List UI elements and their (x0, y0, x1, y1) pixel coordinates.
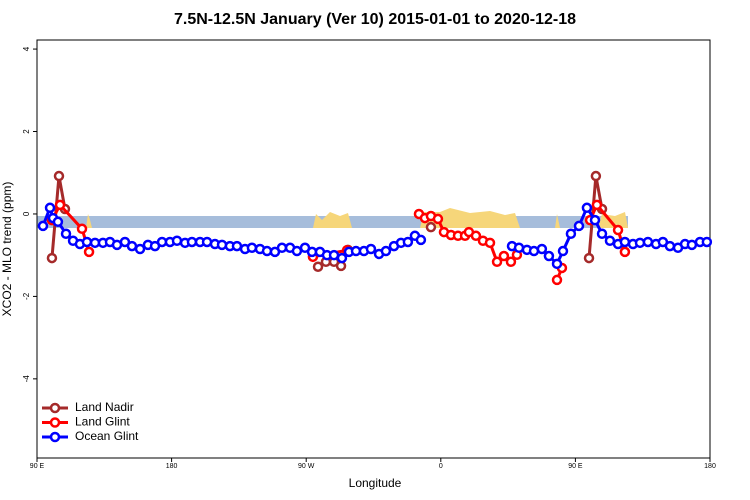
point (612, 224, 624, 236)
point (425, 221, 437, 233)
y-tick-label: -4 (22, 375, 31, 383)
point (126, 240, 138, 252)
point (44, 202, 56, 214)
x-tick-label: 90 W (298, 463, 315, 470)
chart-title: 7.5N-12.5N January (Ver 10) 2015-01-01 t… (174, 11, 576, 28)
point (536, 243, 548, 255)
point (557, 245, 569, 257)
x-tick-label: 90 E (568, 463, 583, 470)
x-tick-label: 0 (439, 463, 443, 470)
point (291, 245, 303, 257)
point (76, 223, 88, 235)
point (484, 237, 496, 249)
point (312, 261, 324, 272)
point (37, 220, 49, 232)
x-tick-label: 90 E (30, 463, 45, 470)
point (590, 170, 602, 182)
point (276, 242, 288, 254)
point (216, 239, 228, 251)
point (581, 202, 593, 214)
point (642, 236, 654, 248)
legend-label: Land Glint (75, 415, 130, 429)
point (619, 246, 631, 258)
point (701, 236, 713, 248)
plot-frame (36, 39, 711, 459)
y-tick-label: -2 (22, 292, 31, 300)
point (432, 213, 444, 225)
point (83, 246, 95, 258)
land-area (86, 208, 628, 228)
y-axis-label: XCO2 - MLO trend (ppm) (0, 182, 14, 317)
legend-label: Ocean Glint (75, 429, 139, 443)
point (52, 216, 64, 228)
point (596, 228, 608, 239)
point (573, 220, 585, 232)
point (551, 274, 563, 286)
point (591, 199, 603, 211)
x-axis-label: Longitude (349, 476, 402, 490)
legend-marker (49, 431, 61, 443)
x-tick-label: 180 (704, 463, 716, 470)
point (664, 240, 676, 252)
point (81, 236, 93, 248)
x-tick-label: 180 (166, 463, 178, 470)
point (491, 256, 503, 268)
point (551, 258, 563, 270)
point (60, 228, 72, 239)
point (246, 242, 258, 254)
point (171, 235, 183, 247)
point (543, 250, 555, 262)
point (619, 236, 631, 248)
y-tick-label: 4 (22, 46, 31, 51)
point (415, 234, 427, 246)
legend-marker (49, 417, 61, 428)
point (54, 199, 66, 211)
point (365, 243, 377, 255)
point (686, 239, 698, 251)
point (186, 236, 198, 248)
point (46, 252, 58, 264)
point (505, 256, 517, 268)
point (583, 252, 595, 264)
legend-label: Land Nadir (75, 400, 134, 414)
land-band (37, 208, 628, 228)
point (53, 170, 65, 182)
point (402, 236, 414, 248)
point (565, 228, 577, 239)
point (231, 240, 243, 252)
point (134, 243, 146, 255)
y-tick-label: 2 (22, 129, 31, 134)
point (589, 214, 601, 226)
point (380, 245, 392, 257)
legend-marker (49, 402, 61, 414)
point (336, 252, 348, 264)
y-tick-label: 0 (22, 211, 31, 216)
point (470, 230, 482, 242)
point (604, 235, 616, 247)
point (498, 250, 510, 262)
